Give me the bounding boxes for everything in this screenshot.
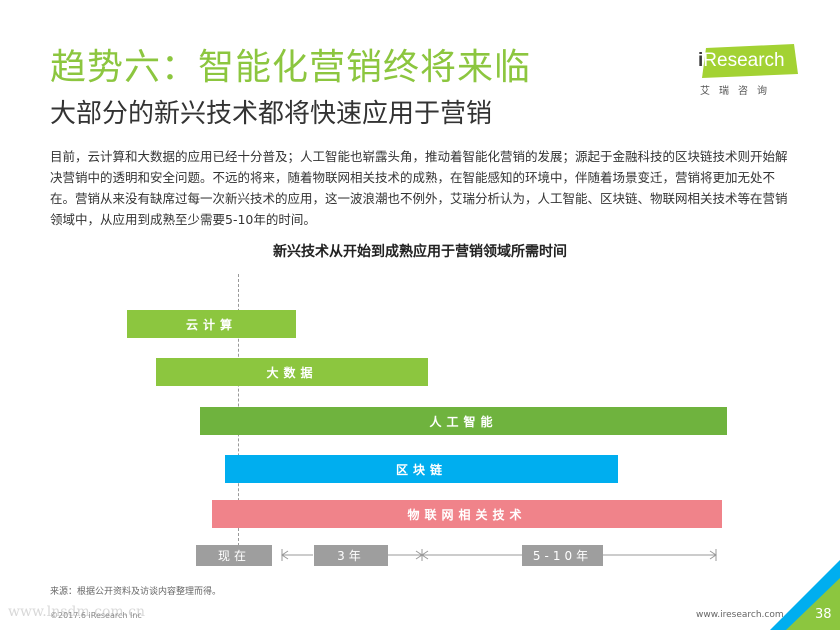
source-note: 来源：根据公开资料及访谈内容整理而得。 bbox=[50, 587, 222, 597]
iresearch-logo: iResearch 艾瑞咨询 bbox=[690, 44, 800, 100]
page-subtitle: 大部分的新兴技术都将快速应用于营销 bbox=[50, 99, 493, 129]
chart-title: 新兴技术从开始到成熟应用于营销领域所需时间 bbox=[273, 244, 567, 260]
bar-artificial-intelligence: 人工智能 bbox=[200, 407, 727, 435]
website-link[interactable]: www.iresearch.com.cn bbox=[696, 610, 798, 620]
bar-iot: 物联网相关技术 bbox=[212, 500, 722, 528]
timeline-3-years: 3年 bbox=[314, 545, 388, 566]
logo-wordmark: iResearch bbox=[698, 50, 785, 71]
copyright: ©2017.6 iResearch Inc bbox=[50, 611, 142, 620]
intro-paragraph: 目前，云计算和大数据的应用已经十分普及；人工智能也崭露头角，推动着智能化营销的发… bbox=[50, 149, 788, 227]
bar-cloud-computing: 云计算 bbox=[127, 310, 296, 338]
bar-big-data: 大数据 bbox=[156, 358, 428, 386]
timeline-5-10-years: 5-10年 bbox=[522, 545, 603, 566]
timeline-arrows bbox=[281, 549, 717, 561]
timeline-now: 现在 bbox=[196, 545, 272, 566]
page-number: 38 bbox=[815, 607, 832, 622]
bar-blockchain: 区块链 bbox=[225, 455, 618, 483]
corner-decoration bbox=[770, 560, 840, 630]
watermark: www.lnsdm.com.cn bbox=[8, 604, 145, 620]
logo-subtext: 艾瑞咨询 bbox=[700, 86, 776, 97]
logo-badge-shape bbox=[702, 44, 798, 78]
page-title: 趋势六：智能化营销终将来临 bbox=[50, 47, 532, 88]
